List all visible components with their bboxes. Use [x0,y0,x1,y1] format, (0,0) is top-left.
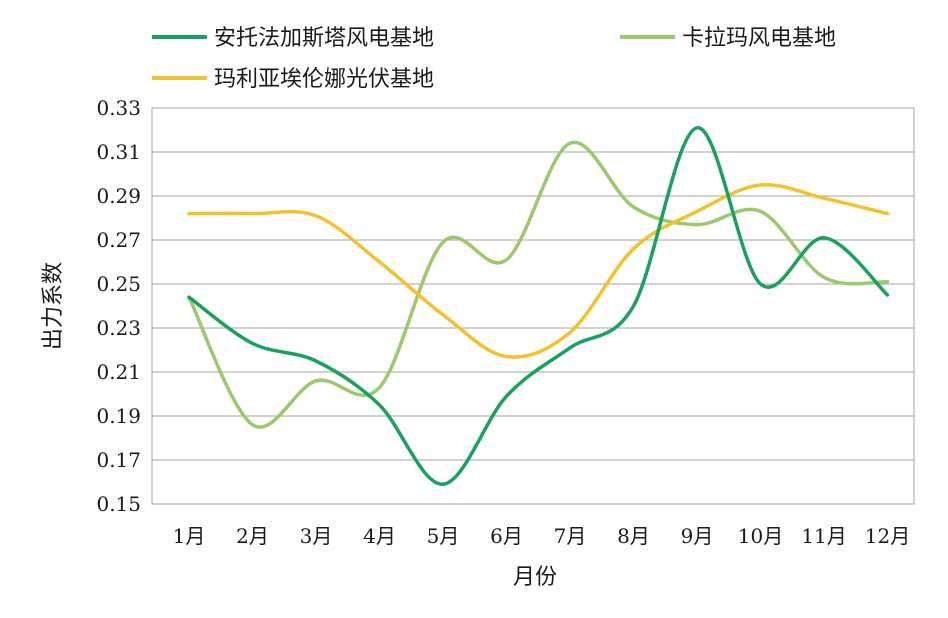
legend-label: 卡拉玛风电基地 [682,26,836,51]
x-tick-label: 4月 [363,524,396,548]
y-tick-label: 0.31 [96,140,141,164]
legend-label: 安托法加斯塔风电基地 [214,26,434,51]
plot-area-border [151,107,915,505]
x-tick-label: 2月 [236,524,269,548]
axes: 0.33 0.31 0.29 0.27 0.25 0.23 0.21 0.19 0.17 0.15… [96,96,910,548]
y-tick-label: 0.29 [96,184,141,208]
y-axis-title: 出力系数 [41,262,66,350]
gridlines [151,107,915,505]
x-tick-label: 8月 [617,524,650,548]
y-tick-label: 0.25 [96,272,141,296]
x-axis-title: 月份 [513,565,557,590]
x-tick-label: 9月 [681,524,714,548]
x-tick-label: 12月 [865,524,910,548]
x-tick-label: 1月 [173,524,206,548]
x-tick-label: 7月 [554,524,587,548]
y-tick-label: 0.19 [96,404,141,428]
y-tick-label: 0.21 [96,360,141,384]
legend-label: 玛利亚埃伦娜光伏基地 [214,67,434,92]
y-tick-label: 0.27 [96,228,141,252]
series-line-1 [187,126,890,486]
y-tick-label: 0.15 [96,492,141,516]
x-tick-label: 11月 [801,524,846,548]
y-tick-label: 0.33 [96,96,141,120]
series-lines [187,126,890,486]
series-line-3 [187,182,890,359]
x-tick-label: 5月 [427,524,460,548]
y-tick-label: 0.23 [96,316,141,340]
series-line-2 [187,140,890,429]
x-tick-label: 3月 [300,524,333,548]
y-tick-label: 0.17 [96,448,141,472]
x-tick-label: 6月 [490,524,523,548]
x-tick-label: 10月 [738,524,783,548]
